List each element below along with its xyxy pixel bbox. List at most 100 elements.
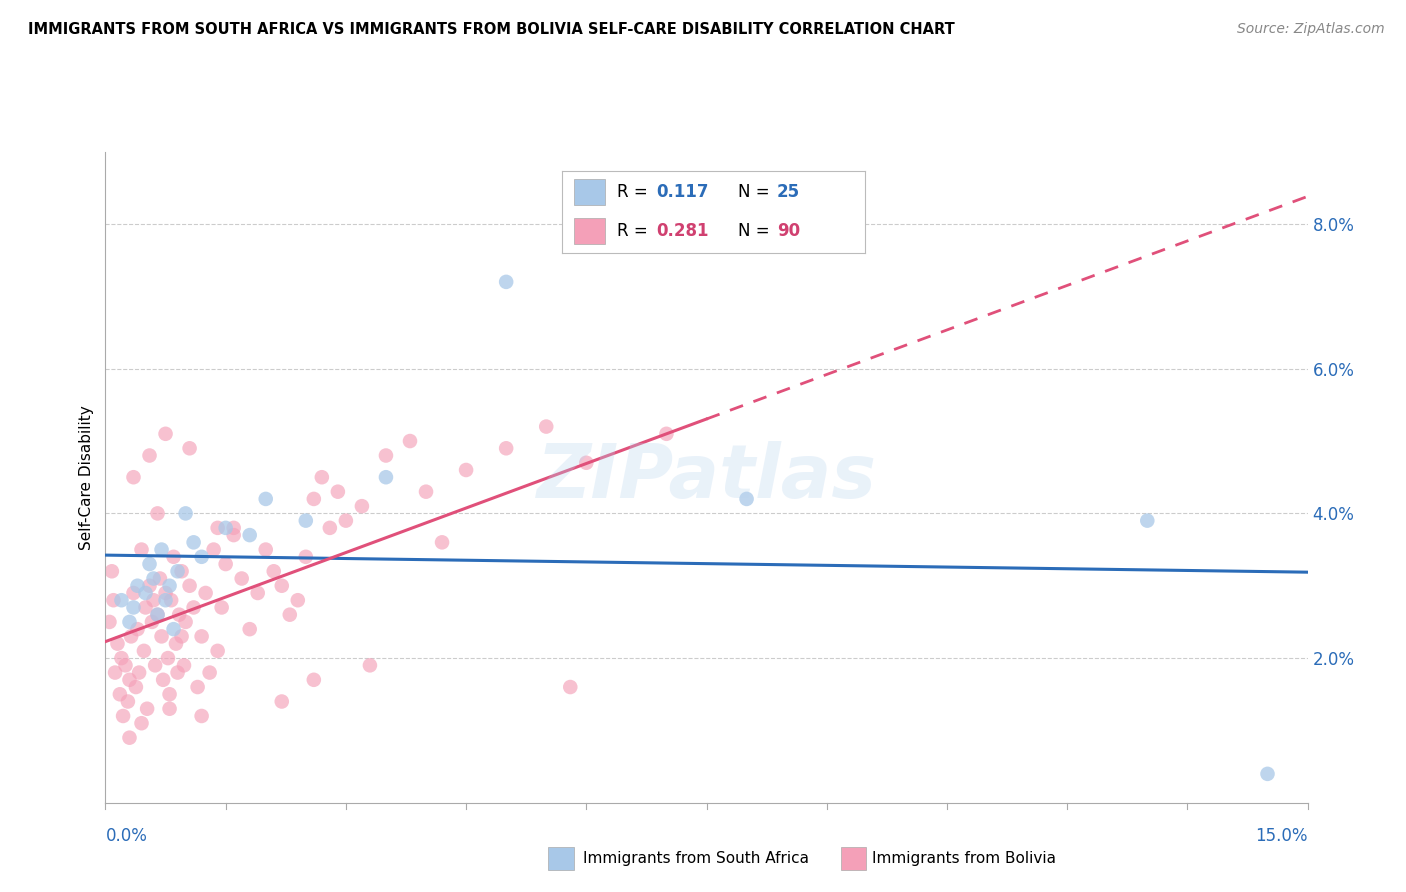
Text: 90: 90	[778, 222, 800, 240]
Point	[146, 607, 169, 622]
Point	[166, 665, 188, 680]
Point	[222, 521, 245, 535]
Point	[655, 426, 678, 441]
Bar	[575, 178, 605, 205]
Point	[399, 434, 422, 448]
Point	[456, 463, 478, 477]
Point	[118, 673, 141, 687]
Point	[155, 593, 177, 607]
Point	[104, 665, 127, 680]
Point	[117, 694, 139, 708]
Text: N =: N =	[738, 183, 775, 201]
Point	[214, 557, 236, 571]
Point	[359, 658, 381, 673]
Point	[131, 716, 153, 731]
Point	[155, 586, 177, 600]
Point	[211, 600, 233, 615]
Text: 0.117: 0.117	[657, 183, 709, 201]
Point	[350, 499, 373, 513]
Point	[138, 579, 160, 593]
Point	[254, 542, 277, 557]
Point	[136, 702, 159, 716]
Point	[179, 442, 201, 456]
Point	[326, 484, 349, 499]
Point	[270, 694, 292, 708]
Point	[128, 665, 150, 680]
Point	[146, 507, 169, 521]
Point	[146, 607, 169, 622]
Point	[167, 607, 190, 622]
Point	[170, 564, 193, 578]
Point	[198, 665, 221, 680]
Text: R =: R =	[617, 222, 652, 240]
Point	[114, 658, 136, 673]
Point	[103, 593, 125, 607]
Point	[735, 491, 758, 506]
Point	[170, 629, 193, 643]
Y-axis label: Self-Care Disability: Self-Care Disability	[79, 405, 94, 549]
Text: Immigrants from South Africa: Immigrants from South Africa	[583, 851, 810, 865]
Point	[101, 564, 124, 578]
Point	[142, 593, 165, 607]
Point	[231, 572, 253, 586]
Point	[127, 622, 149, 636]
Point	[159, 702, 181, 716]
Point	[152, 673, 174, 687]
Text: 0.281: 0.281	[657, 222, 709, 240]
Point	[135, 586, 157, 600]
Point	[156, 651, 179, 665]
Point	[239, 528, 262, 542]
Point	[107, 637, 129, 651]
Point	[430, 535, 453, 549]
Point	[311, 470, 333, 484]
Text: R =: R =	[617, 183, 652, 201]
Point	[150, 542, 173, 557]
Point	[141, 615, 163, 629]
Point	[207, 521, 229, 535]
Point	[138, 449, 160, 463]
Point	[374, 470, 398, 484]
Point	[135, 600, 157, 615]
Point	[118, 615, 141, 629]
Point	[295, 514, 318, 528]
Point	[190, 709, 212, 723]
Point	[374, 449, 398, 463]
Point	[319, 521, 342, 535]
Point	[246, 586, 269, 600]
Point	[302, 491, 325, 506]
Point	[159, 687, 181, 701]
Point	[110, 651, 132, 665]
Point	[155, 426, 177, 441]
Point	[287, 593, 309, 607]
Point	[142, 572, 165, 586]
Point	[110, 593, 132, 607]
Point	[415, 484, 437, 499]
Point	[534, 419, 557, 434]
Point	[122, 586, 145, 600]
Point	[183, 535, 205, 549]
Point	[187, 680, 209, 694]
Point	[132, 644, 155, 658]
Bar	[575, 219, 605, 244]
Point	[278, 607, 301, 622]
Point	[127, 579, 149, 593]
Point	[149, 572, 172, 586]
Point	[190, 549, 212, 564]
Point	[122, 470, 145, 484]
Text: 25: 25	[778, 183, 800, 201]
Point	[495, 275, 517, 289]
Point	[263, 564, 285, 578]
Point	[302, 673, 325, 687]
Point	[174, 615, 197, 629]
Point	[118, 731, 141, 745]
Point	[270, 579, 292, 593]
Point	[165, 637, 187, 651]
Point	[190, 629, 212, 643]
Point	[295, 549, 318, 564]
Point	[173, 658, 195, 673]
Point	[254, 491, 277, 506]
Point	[194, 586, 217, 600]
Point	[202, 542, 225, 557]
Point	[183, 600, 205, 615]
Point	[214, 521, 236, 535]
